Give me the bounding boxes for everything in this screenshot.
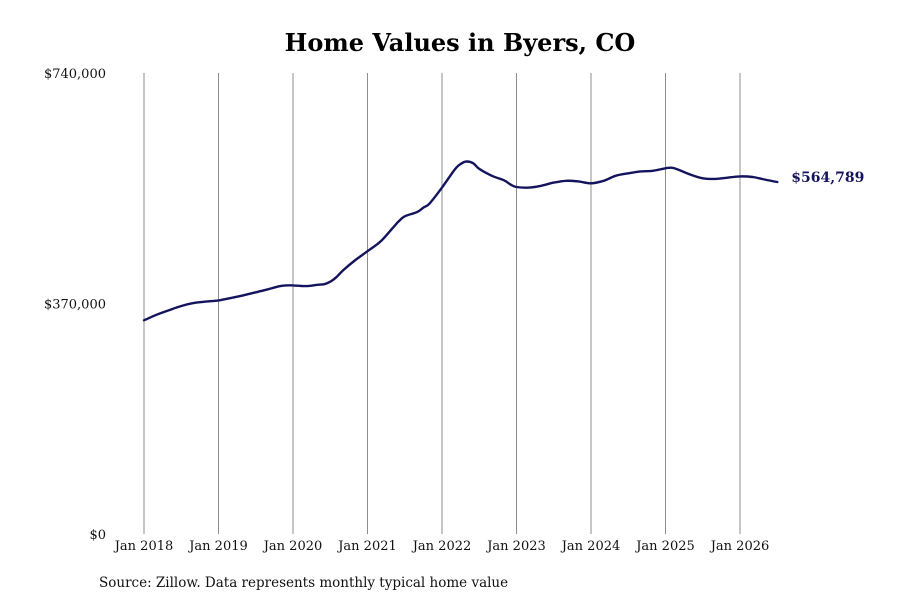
- chart-title: Home Values in Byers, CO: [285, 28, 636, 57]
- vertical-gridlines: [143, 73, 741, 534]
- y-tick-label: $740,000: [44, 67, 106, 82]
- home-value-line: [142, 160, 779, 322]
- x-tick-label: Jan 2025: [634, 539, 695, 554]
- x-tick-label: Jan 2023: [485, 539, 546, 554]
- y-tick-label: $370,000: [44, 298, 106, 313]
- x-tick-label: Jan 2019: [187, 539, 248, 554]
- x-axis-tick-labels: Jan 2018 Jan 2019 Jan 2020 Jan 2021 Jan 2022…: [113, 539, 770, 554]
- x-tick-label: Jan 2022: [411, 539, 472, 554]
- source-note: Source: Zillow. Data represents monthly …: [99, 575, 508, 591]
- x-tick-label: Jan 2021: [336, 539, 397, 554]
- latest-value-label: $564,789: [791, 170, 864, 186]
- x-tick-label: Jan 2024: [560, 539, 621, 554]
- x-tick-label: Jan 2026: [709, 539, 770, 554]
- x-tick-label: Jan 2018: [113, 539, 174, 554]
- x-tick-label: Jan 2020: [262, 539, 323, 554]
- y-tick-label: $0: [89, 528, 106, 543]
- y-axis-tick-labels: $0 $370,000 $740,000: [44, 67, 106, 543]
